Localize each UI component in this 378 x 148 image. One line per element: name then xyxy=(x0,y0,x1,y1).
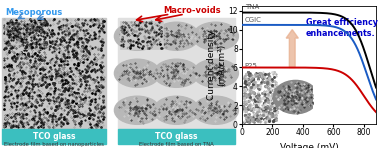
Circle shape xyxy=(115,59,160,87)
Bar xyxy=(2,18,105,129)
Bar xyxy=(5,21,48,49)
Text: Electrode film based on nanoparticles: Electrode film based on nanoparticles xyxy=(4,141,104,147)
Circle shape xyxy=(153,59,199,87)
Text: Mesoporous: Mesoporous xyxy=(5,8,62,17)
Circle shape xyxy=(153,96,199,124)
Bar xyxy=(118,129,235,144)
Circle shape xyxy=(115,96,160,124)
Bar xyxy=(2,129,105,144)
Text: P25: P25 xyxy=(245,63,257,69)
Text: Macro-voids: Macro-voids xyxy=(163,6,221,15)
Text: TNA: TNA xyxy=(245,4,259,10)
Text: TCO glass: TCO glass xyxy=(33,132,75,141)
Bar xyxy=(118,18,235,129)
Text: Great efficiency
enhancements.: Great efficiency enhancements. xyxy=(306,18,378,38)
Text: CGIC: CGIC xyxy=(245,17,262,23)
Y-axis label: Current density
(mA/cm²): Current density (mA/cm²) xyxy=(208,30,227,100)
Circle shape xyxy=(115,22,160,50)
Bar xyxy=(120,21,163,49)
Circle shape xyxy=(193,96,239,124)
Circle shape xyxy=(193,22,239,50)
Circle shape xyxy=(153,22,199,50)
X-axis label: Voltage (mV): Voltage (mV) xyxy=(280,143,338,148)
Text: TCO glass: TCO glass xyxy=(155,132,198,141)
FancyArrow shape xyxy=(286,30,298,67)
Circle shape xyxy=(193,59,239,87)
Text: Electrode film based on TNA: Electrode film based on TNA xyxy=(139,141,214,147)
